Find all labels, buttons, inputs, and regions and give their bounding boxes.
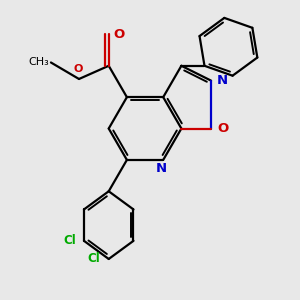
Text: Cl: Cl <box>88 253 100 266</box>
Text: O: O <box>74 64 83 74</box>
Text: O: O <box>114 28 125 41</box>
Text: Cl: Cl <box>63 234 76 247</box>
Text: CH₃: CH₃ <box>28 58 49 68</box>
Text: O: O <box>217 122 228 135</box>
Text: N: N <box>156 162 167 175</box>
Text: N: N <box>217 74 228 87</box>
